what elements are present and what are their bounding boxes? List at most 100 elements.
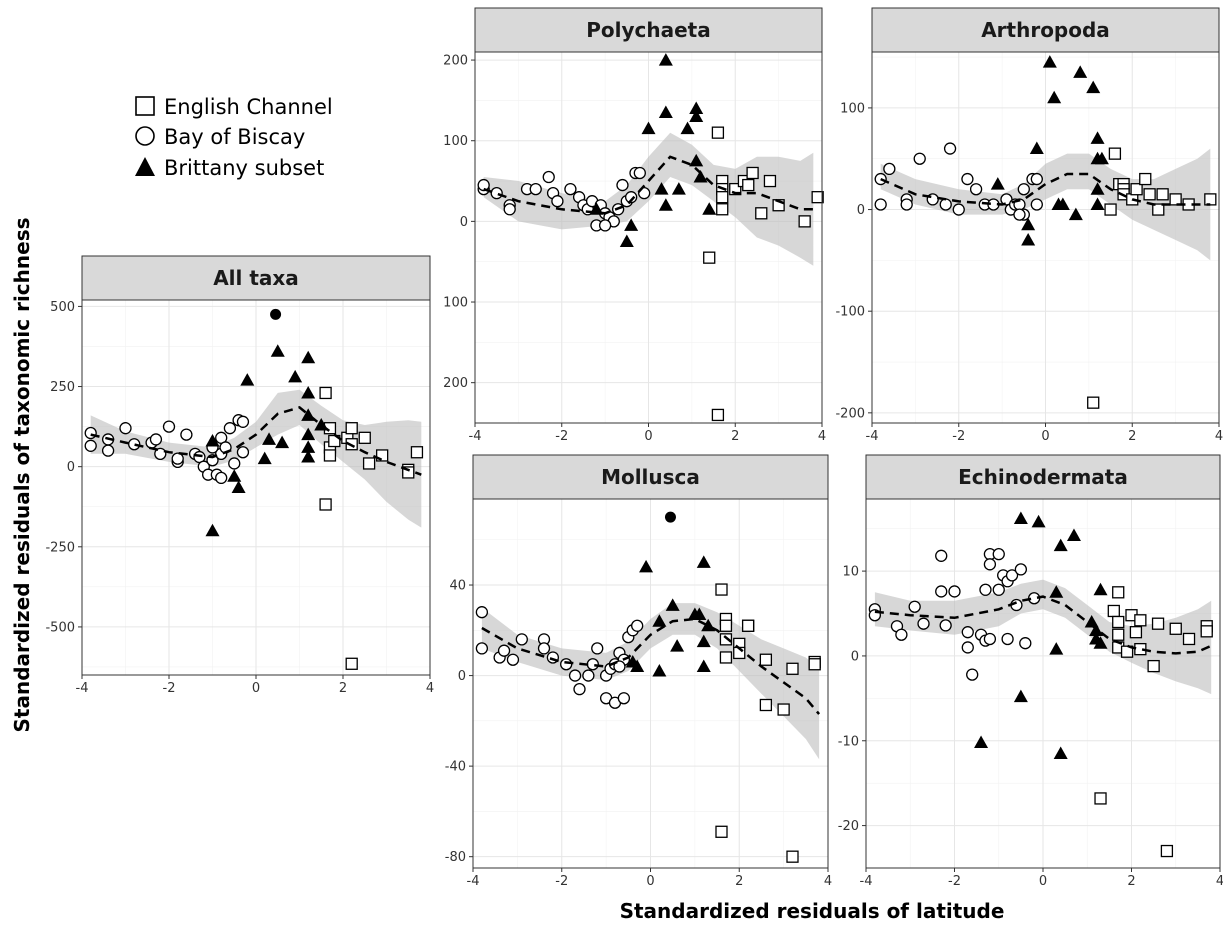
x-tick-label: -4 — [866, 429, 879, 444]
confidence-band — [483, 132, 814, 266]
strip-title: Polychaeta — [586, 18, 711, 42]
point-english-channel — [1147, 659, 1160, 673]
strip-title: Mollusca — [601, 465, 700, 489]
point-bay-of-biscay — [952, 203, 965, 216]
point-brittany-subset — [692, 607, 707, 620]
x-tick-label: 4 — [1215, 429, 1223, 444]
confidence-band — [90, 389, 422, 528]
y-axis-title: Standardized residuals of taxonomic rich… — [10, 217, 34, 732]
point-brittany-subset — [1013, 511, 1028, 525]
point-english-channel — [1112, 586, 1125, 599]
x-tick-label: -4 — [467, 874, 480, 889]
x-tick-label: -4 — [76, 681, 89, 696]
point-bay-of-biscay — [477, 178, 490, 192]
x-tick-label: 2 — [1128, 429, 1136, 444]
point-brittany-subset — [1086, 80, 1101, 94]
point-bay-of-biscay — [1014, 563, 1028, 576]
point-english-channel — [319, 386, 332, 400]
point-brittany-subset — [270, 344, 285, 357]
point-english-channel — [711, 408, 725, 422]
point-brittany-subset — [689, 109, 704, 123]
point-brittany-subset — [641, 121, 656, 135]
y-tick-label: -40 — [445, 760, 466, 775]
point-brittany-subset — [689, 101, 704, 114]
point-bay-of-biscay — [633, 166, 646, 180]
legend-label-bay-of-biscay: Bay of Biscay — [164, 125, 305, 149]
point-english-channel — [410, 446, 424, 459]
point-brittany-subset — [1094, 151, 1109, 165]
point-brittany-subset — [1073, 65, 1088, 78]
point-brittany-subset — [301, 450, 316, 463]
strip-background — [871, 7, 1220, 53]
point-brittany-subset — [619, 234, 634, 248]
point-bay-of-biscay — [943, 142, 957, 155]
y-tick-label: -20 — [838, 819, 859, 834]
point-english-channel — [786, 662, 799, 675]
point-brittany-subset — [990, 177, 1005, 190]
point-bay-of-biscay — [1030, 172, 1043, 186]
point-brittany-subset — [1021, 217, 1036, 231]
point-english-channel — [703, 251, 716, 264]
point-bay-of-biscay — [497, 644, 511, 657]
x-tick-label: 4 — [426, 681, 434, 696]
point-english-channel — [742, 178, 755, 192]
x-tick-label: 0 — [644, 429, 652, 444]
point-brittany-subset — [696, 659, 711, 673]
point-bay-of-biscay — [149, 433, 163, 446]
point-bay-of-biscay — [475, 606, 489, 619]
point-bay-of-biscay — [236, 446, 250, 459]
point-brittany-subset — [301, 440, 316, 453]
point-brittany-subset — [652, 664, 667, 677]
point-brittany-subset — [275, 435, 290, 449]
point-brittany-subset — [205, 523, 220, 537]
point-english-channel — [759, 698, 773, 712]
point-brittany-subset — [1066, 528, 1081, 541]
point-english-channel — [729, 182, 742, 196]
point-bay-of-biscay — [895, 628, 908, 641]
point-bay-of-biscay — [568, 669, 582, 682]
point-bay-of-biscay — [1017, 183, 1030, 196]
point-english-channel — [1204, 193, 1217, 206]
x-tick-label: -2 — [555, 429, 568, 444]
point-english-channel — [362, 457, 376, 470]
point-bay-of-biscay — [917, 617, 930, 630]
point-bay-of-biscay — [983, 632, 997, 646]
point-brittany-subset — [1021, 233, 1036, 246]
legend: English Channel Bay of Biscay Brittany s… — [135, 95, 333, 180]
point-bay-of-biscay — [983, 558, 997, 571]
point-english-channel — [1104, 203, 1117, 216]
point-bay-of-biscay — [935, 549, 948, 562]
point-english-channel — [1112, 628, 1125, 641]
y-tick-label: -500 — [45, 620, 75, 635]
point-english-channel — [1152, 203, 1165, 216]
y-tick-label: 100 — [443, 134, 468, 149]
point-english-channel — [345, 422, 358, 435]
point-brittany-subset — [1013, 689, 1028, 703]
x-tick-label: 2 — [735, 874, 743, 889]
point-english-channel — [358, 431, 371, 444]
point-bay-of-biscay — [537, 642, 551, 655]
point-brittany-subset — [1053, 538, 1068, 552]
point-brittany-subset — [1047, 90, 1062, 104]
point-english-channel — [759, 653, 773, 666]
point-brittany-subset — [702, 202, 717, 215]
x-tick-label: -2 — [555, 874, 568, 889]
point-bay-of-biscay — [475, 642, 489, 655]
point-brittany-subset — [231, 480, 246, 493]
point-english-channel — [798, 215, 811, 228]
point-bay-of-biscay — [598, 219, 612, 232]
smooth-line — [874, 595, 1212, 655]
point-bay-of-biscay — [564, 182, 577, 196]
x-tick-label: -4 — [860, 874, 873, 889]
point-bay-of-biscay — [1019, 637, 1032, 650]
point-brittany-subset — [696, 634, 711, 648]
point-english-channel — [719, 651, 733, 664]
point-bay-of-biscay — [180, 428, 193, 441]
panel-all-taxa: All taxa -4 -2 0 2 4 500 250 0 -250 -500 — [45, 255, 434, 696]
point-bay-of-biscay — [591, 642, 604, 655]
point-brittany-subset — [240, 373, 255, 386]
point-brittany-subset — [288, 369, 303, 383]
point-bay-of-biscay — [616, 178, 629, 192]
